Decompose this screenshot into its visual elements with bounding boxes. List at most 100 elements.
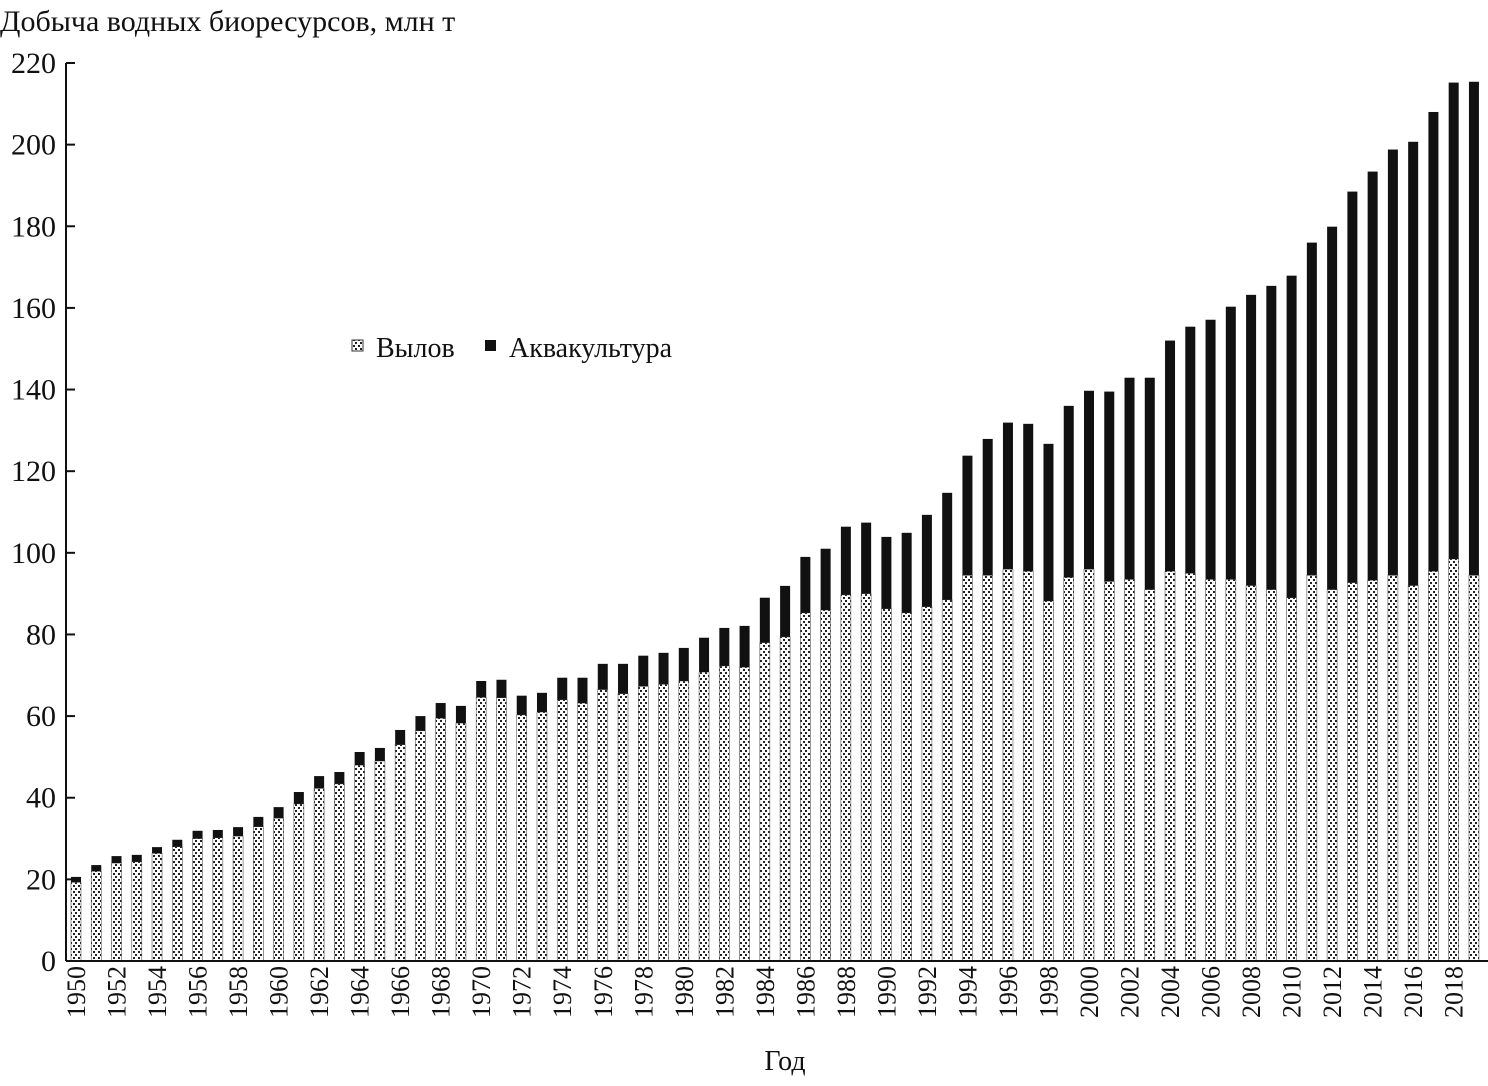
bar-catch-1999 [1063,577,1075,962]
bar-catch-2013 [1347,582,1358,962]
bar-aquaculture-1994 [962,455,973,576]
bar-catch-1994 [962,574,973,962]
bar-aquaculture-1978 [638,655,649,687]
x-tick-label: 1962 [305,966,334,1018]
bar-catch-1980 [678,680,690,962]
bar-aquaculture-2000 [1084,390,1094,570]
bar-aquaculture-1985 [780,585,791,637]
x-tick-label: 1960 [265,966,294,1018]
bar-catch-1991 [901,612,912,962]
bar-catch-1982 [719,665,730,962]
x-tick-label: 1972 [508,966,537,1018]
x-tick-label: 2004 [1156,966,1185,1018]
x-tick-label: 1966 [386,966,415,1018]
x-tick-label: 1958 [224,966,253,1018]
x-tick-label: 1982 [710,966,739,1018]
bar-catch-1996 [1002,568,1014,962]
bar-catch-1965 [374,760,386,962]
x-tick-label: 1998 [1034,966,1063,1018]
bar-catch-2001 [1103,581,1115,962]
y-tick-label: 200 [11,129,56,162]
bar-catch-1992 [921,606,933,962]
bar-aquaculture-1983 [739,625,750,668]
bar-catch-1962 [313,788,325,962]
bar-catch-1969 [455,722,467,962]
bar-catch-1974 [556,699,568,962]
bar-aquaculture-2010 [1286,275,1297,598]
bar-aquaculture-1980 [678,647,689,681]
bar-catch-1952 [111,862,122,962]
x-tick-label: 2014 [1359,966,1388,1018]
bar-catch-2005 [1185,572,1196,962]
bar-catch-2000 [1083,568,1095,962]
legend-label-aquaculture: Аквакультура [509,333,673,364]
bar-catch-2009 [1266,589,1277,962]
bar-aquaculture-1981 [699,637,710,673]
x-tick-label: 1956 [184,966,213,1018]
x-tick-label: 1996 [994,966,1023,1018]
x-tick-label: 2000 [1075,966,1104,1018]
bar-catch-1978 [637,685,649,962]
bar-aquaculture-2013 [1347,191,1358,583]
x-tick-label: 1986 [791,966,820,1018]
x-tick-label: 2002 [1116,966,1145,1018]
bar-catch-1993 [941,599,953,962]
bar-catch-1955 [172,846,183,962]
bar-catch-2002 [1124,579,1135,962]
bar-aquaculture-1987 [820,548,831,610]
bar-aquaculture-1959 [253,816,264,827]
bar-catch-1986 [800,612,811,962]
y-tick-label: 180 [11,210,56,243]
bar-catch-1951 [90,870,102,962]
bar-aquaculture-2011 [1306,242,1317,576]
x-tick-label: 1976 [589,966,618,1018]
bar-aquaculture-2016 [1408,141,1419,586]
bar-catch-2006 [1205,579,1216,962]
bar-catch-1960 [273,817,284,962]
bar-catch-1983 [739,666,750,962]
y-tick-label: 0 [41,945,56,978]
x-tick-label: 1952 [103,966,132,1018]
bar-aquaculture-1952 [111,856,122,864]
bar-aquaculture-1993 [942,492,953,600]
x-tick-label: 2018 [1440,966,1469,1018]
bar-catch-1957 [212,837,224,962]
y-tick-label: 220 [11,47,56,80]
bar-aquaculture-1957 [212,829,223,838]
x-tick-label: 1994 [953,966,982,1018]
bar-aquaculture-2002 [1124,377,1135,580]
bar-aquaculture-2012 [1327,226,1338,590]
legend-label-catch: Вылов [376,333,455,364]
bar-catch-2018 [1448,558,1459,962]
bar-aquaculture-1997 [1023,423,1034,572]
bar-aquaculture-1995 [982,438,993,576]
y-tick-label: 120 [11,455,56,488]
x-tick-label: 2010 [1278,966,1307,1018]
bar-aquaculture-1998 [1043,443,1054,601]
bar-aquaculture-1962 [314,776,325,789]
bar-aquaculture-1950 [71,876,81,883]
y-tick-label: 80 [26,618,56,651]
bar-aquaculture-1976 [597,663,608,690]
bar-aquaculture-2003 [1144,377,1155,590]
bar-aquaculture-1999 [1063,405,1074,578]
x-tick-label: 1968 [427,966,456,1018]
bar-aquaculture-1996 [1002,422,1013,570]
x-tick-label: 1990 [872,966,901,1018]
bar-catch-1984 [759,642,771,962]
bar-catch-1963 [334,783,345,962]
bar-catch-2012 [1326,589,1338,962]
bar-aquaculture-1979 [658,652,669,685]
legend-swatch-catch [351,339,364,352]
x-tick-label: 1950 [62,966,91,1018]
bar-catch-1966 [394,744,406,962]
bar-aquaculture-2004 [1165,340,1176,572]
bar-aquaculture-2017 [1428,111,1439,572]
bar-catch-2014 [1367,579,1378,962]
bar-aquaculture-1991 [901,532,912,613]
bar-aquaculture-1958 [233,827,244,837]
bar-aquaculture-1967 [415,716,426,731]
bar-aquaculture-2014 [1367,171,1378,581]
bar-aquaculture-1954 [152,847,163,854]
